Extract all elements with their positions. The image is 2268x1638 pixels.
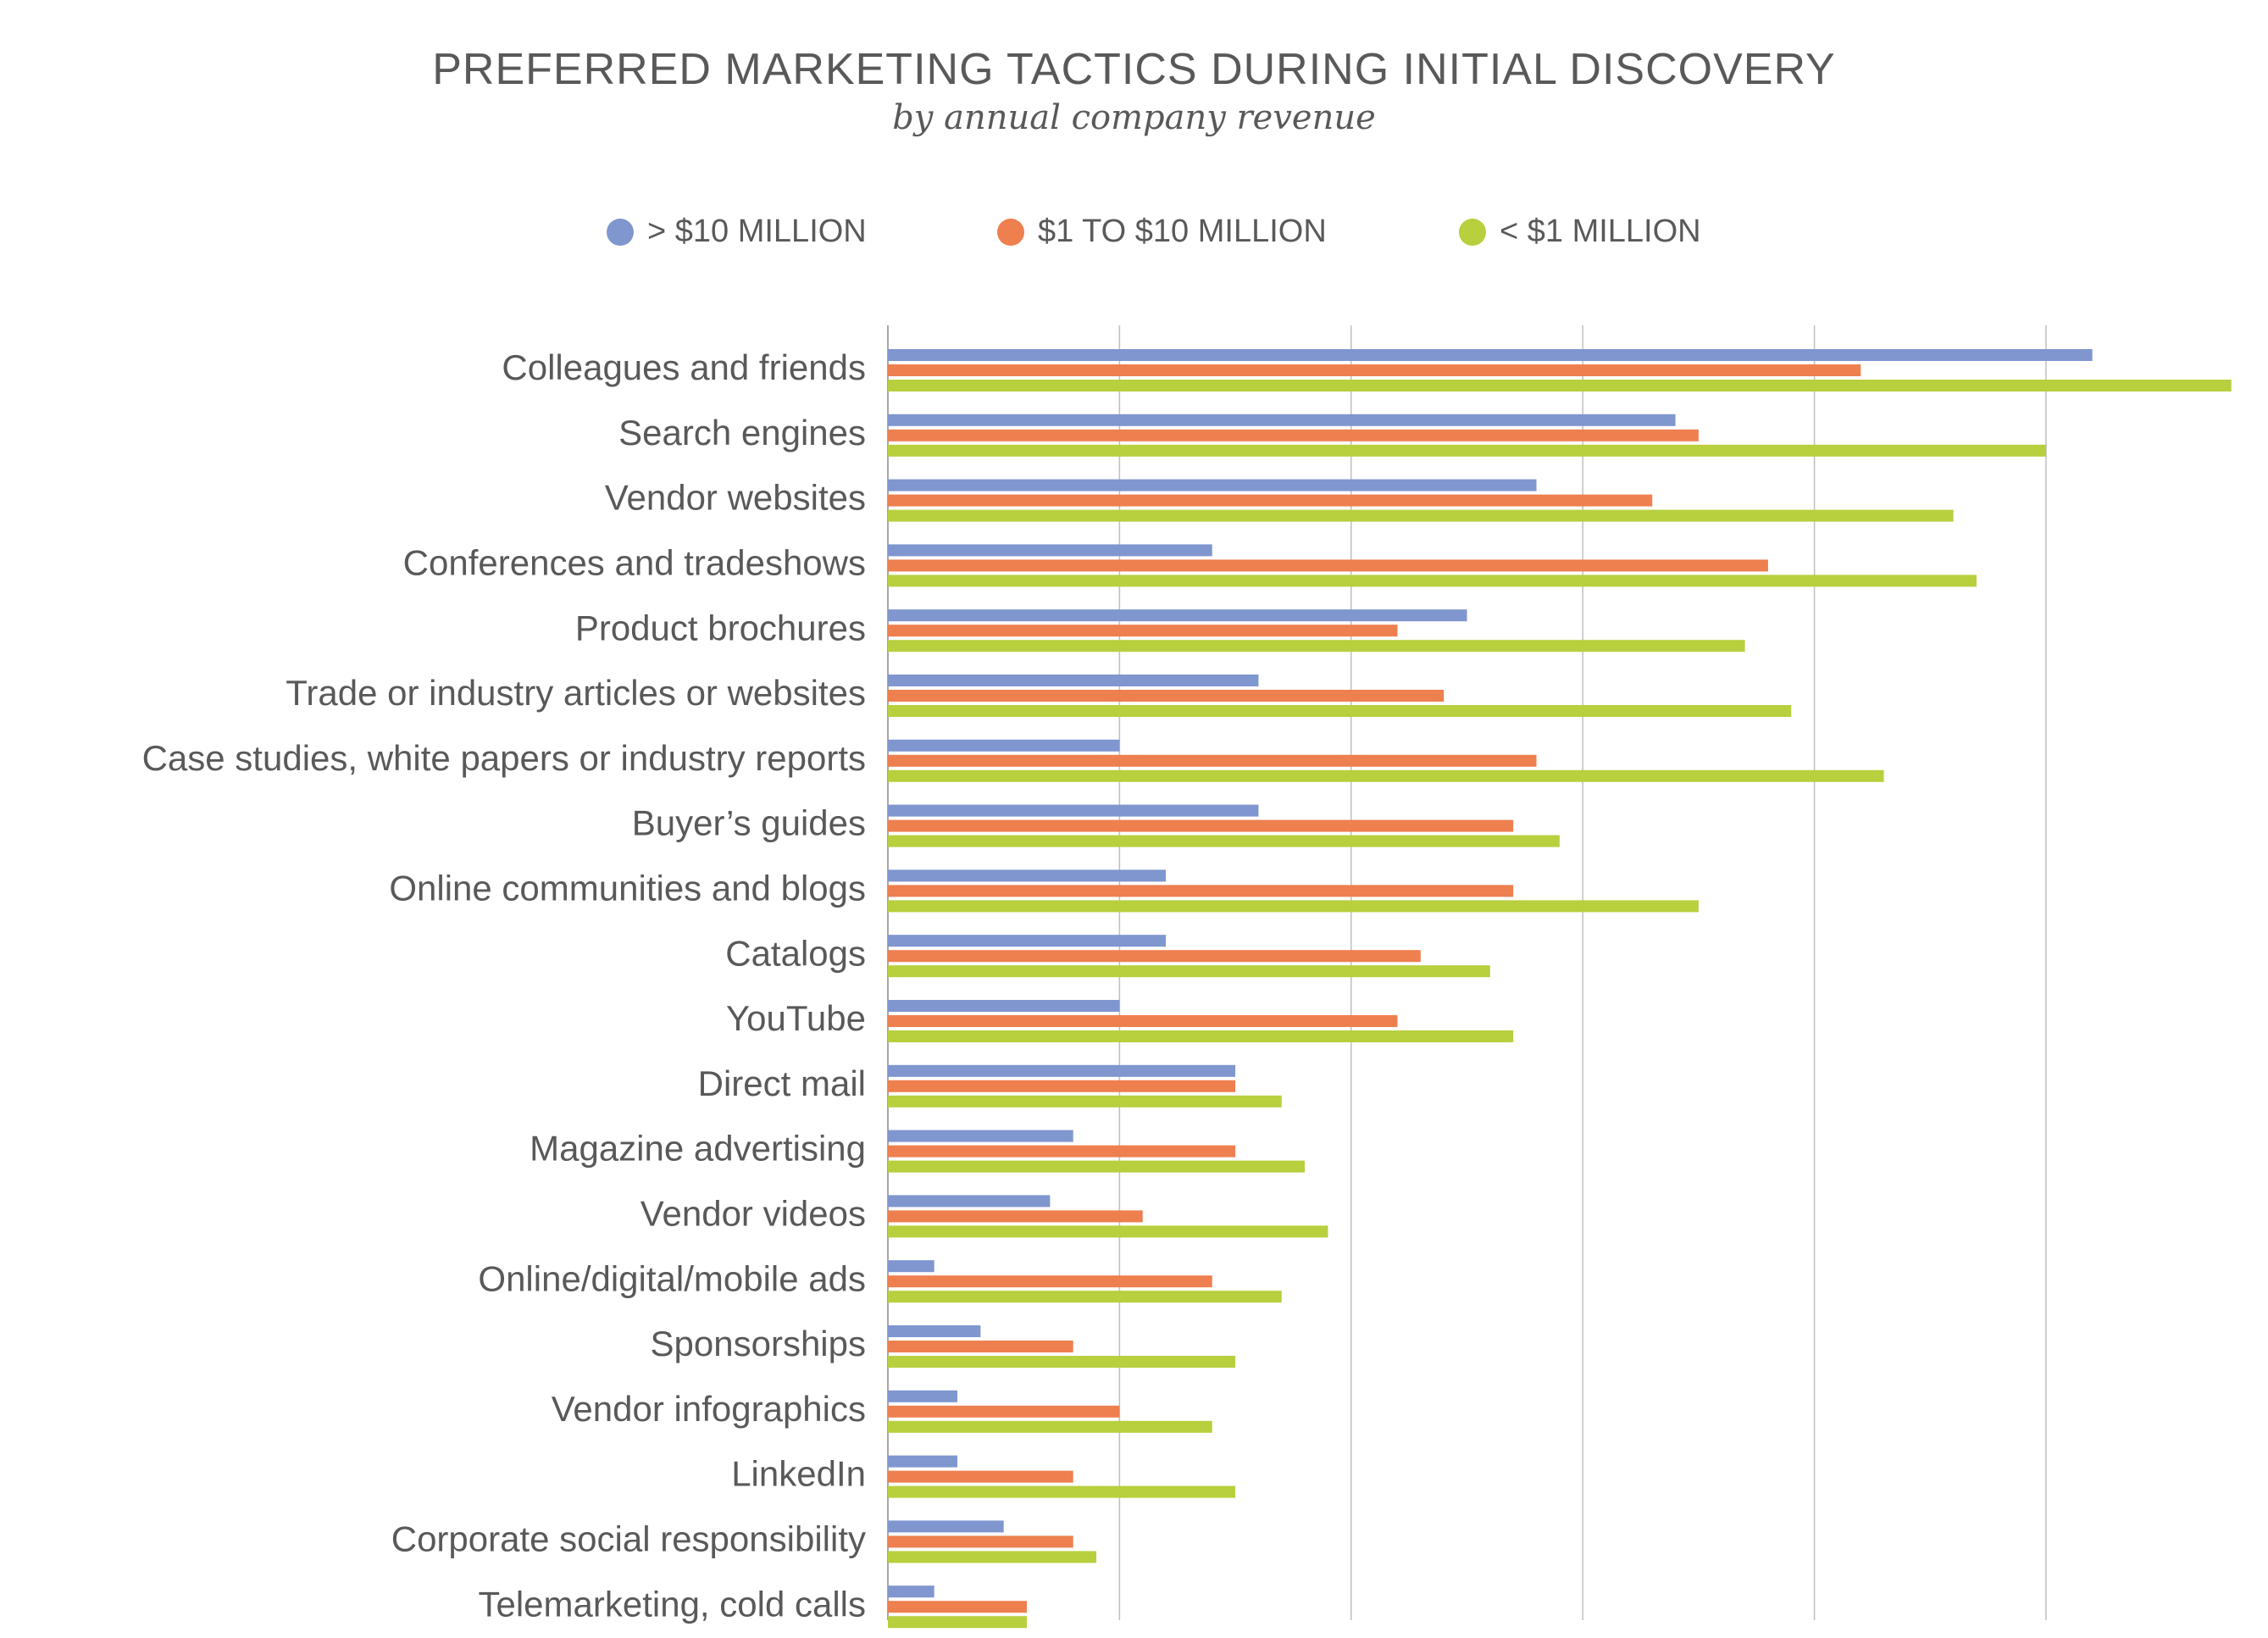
bar [888,1210,1143,1223]
bar [888,414,1676,426]
bar [888,1015,1398,1027]
bar [888,1195,1051,1208]
bar [888,1455,958,1468]
bar [888,1095,1282,1108]
bar [888,705,1792,717]
bar [888,1520,1004,1533]
bar [888,935,1167,947]
category-label: Vendor websites [605,478,866,518]
legend-item-under-1m: < $1 MILLION [1459,214,1701,250]
category-label: Vendor videos [640,1193,866,1233]
bar [888,494,1653,507]
bar [888,1356,1236,1368]
category-labels: Colleagues and friends Search engines Vend… [142,347,866,1624]
bar [888,1585,934,1598]
bar [888,965,1490,978]
legend-label-1-to-10m: $1 TO $10 MILLION [1038,214,1327,249]
bar [888,804,1259,817]
category-label: Buyer’s guides [632,803,866,843]
bar [888,1390,958,1402]
bar [888,609,1467,622]
bar [888,640,1745,652]
bar [888,900,1699,913]
legend-item-1-to-10m: $1 TO $10 MILLION [997,214,1327,250]
bar [888,819,1514,832]
bar [888,1275,1212,1288]
category-label: Catalogs [725,933,866,973]
bar [888,544,1212,557]
category-label: Telemarketing, cold calls [478,1584,866,1624]
category-label: Trade or industry articles or websites [286,673,866,713]
category-label: Magazine advertising [530,1129,866,1169]
bar [888,364,1861,376]
category-label: Direct mail [698,1063,866,1103]
category-label: Conferences and tradeshows [403,542,866,582]
legend-swatch-over-10m [607,218,634,246]
legend: > $10 MILLION $1 TO $10 MILLION < $1 MIL… [0,214,2268,264]
bar [888,1225,1328,1238]
bar [888,1000,1120,1012]
category-label: LinkedIn [731,1454,866,1494]
bar [888,1601,1028,1613]
category-label: Corporate social responsibility [391,1519,866,1558]
bar [888,479,1537,491]
bar [888,1485,1236,1498]
bar [888,675,1259,686]
bar [888,1420,1212,1433]
bar [888,1341,1073,1352]
bar [888,1064,1236,1077]
bar [888,1325,981,1337]
bar [888,690,1445,702]
category-label: Sponsorships [651,1324,866,1363]
bar [888,950,1421,963]
category-label: Colleagues and friends [502,347,866,387]
bar [888,1291,1282,1303]
category-label: Product brochures [575,608,866,647]
bar [888,1616,1028,1629]
category-label: Search engines [618,413,866,453]
bar [888,885,1514,897]
bar [888,869,1167,882]
category-label: YouTube [726,998,866,1038]
bar [888,575,1977,587]
bar [888,1130,1073,1142]
bar [888,1535,1073,1548]
bars [888,349,2232,1629]
category-label: Case studies, white papers or industry r… [142,738,866,778]
bar [888,559,1768,572]
category-label: Online communities and blogs [389,868,866,908]
chart-subtitle: by annual company revenue [892,98,1376,137]
bar [888,1145,1236,1158]
bar [888,349,2093,361]
bar [888,1260,934,1273]
legend-swatch-under-1m [1459,218,1486,246]
bar [888,1551,1097,1563]
bar [888,1030,1514,1042]
bar [888,1470,1073,1483]
legend-label-under-1m: < $1 MILLION [1500,214,1701,249]
bar [888,754,1537,767]
bar [888,429,1699,441]
bar [888,380,2232,391]
bar [888,509,1954,522]
legend-item-over-10m: > $10 MILLION [607,214,867,250]
chart-title: PREFERRED MARKETING TACTICS DURING INITI… [432,45,1836,94]
bar [888,1405,1120,1418]
bar [888,835,1560,847]
legend-swatch-1-to-10m [997,218,1024,246]
bar [888,769,1884,782]
bar [888,444,2046,457]
bar [888,625,1398,637]
legend-label-over-10m: > $10 MILLION [647,214,867,249]
category-label: Vendor infographics [552,1389,866,1429]
bar [888,1160,1306,1173]
bar [888,739,1120,752]
bar [888,1080,1236,1092]
category-label: Online/digital/mobile ads [478,1258,866,1298]
